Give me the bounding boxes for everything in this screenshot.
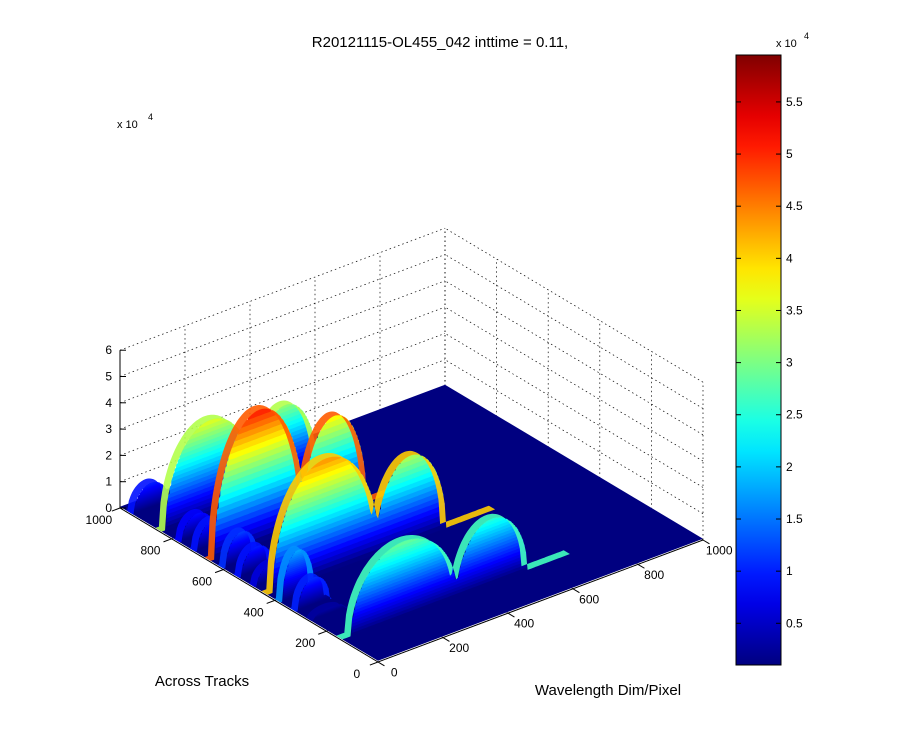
z-tick-label: 4 (105, 396, 112, 410)
y-tick-label: 800 (140, 544, 160, 558)
surface-ridge (173, 508, 216, 543)
x-tick-label: 0 (391, 665, 398, 679)
z-tick-label: 6 (105, 343, 112, 357)
colorbar-tick-label: 1 (786, 564, 793, 578)
x-axis-line (377, 539, 704, 663)
y-tick-label: 200 (295, 636, 315, 650)
surface-ridge (217, 527, 260, 569)
surface-ridge (289, 573, 332, 612)
x-tick-mark (637, 563, 645, 569)
surface-ridge (248, 558, 291, 588)
x-tick-mark (442, 637, 450, 642)
x-tick-label: 400 (514, 617, 534, 631)
grid-line (444, 254, 704, 409)
y-axis-label: Across Tracks (155, 673, 249, 690)
surface-ridge (204, 405, 406, 561)
surface-strip (310, 576, 318, 581)
y-tick-mark (318, 630, 327, 635)
z-tick-label: 5 (105, 370, 112, 384)
grid-line (119, 254, 446, 377)
surface-plot (120, 384, 703, 661)
surface-ridge (305, 601, 348, 621)
surface-ridge (261, 450, 496, 595)
x-tick-label: 600 (579, 592, 599, 606)
z-exponent-label: x 10 (117, 119, 138, 131)
grid-line (119, 280, 446, 404)
tick-labels: 0200400600800100002004006008001000012345… (86, 343, 733, 681)
grid-line (444, 333, 704, 488)
z-exponent-power: 4 (148, 112, 153, 122)
y-tick-mark (111, 507, 121, 512)
grid-line (444, 306, 704, 462)
chart-title: R20121115-OL455_042 inttime = 0.11, (312, 34, 568, 51)
y-tick-label: 600 (192, 575, 212, 589)
colorbar-tick-label: 0.5 (786, 616, 803, 630)
x-tick-mark (572, 588, 580, 594)
grid-line (119, 227, 446, 351)
grid-line (119, 306, 446, 430)
x-tick-mark (702, 539, 710, 545)
y-tick-mark (214, 569, 224, 574)
surface-strip (325, 606, 333, 610)
colorbar-tick-label: 1.5 (786, 512, 803, 526)
x-tick-mark (507, 612, 515, 618)
surface-band (289, 573, 332, 612)
colorbar-ticks: 0.5 1 1.5 2 2.5 3 3.5 4 4.5 5 5.5 (736, 95, 803, 630)
y-tick-label: 0 (354, 667, 361, 681)
grid-line (119, 333, 446, 456)
surface-strip (194, 512, 202, 516)
y-tick-mark (163, 538, 172, 543)
colorbar-exponent-label: x 10 (776, 38, 797, 50)
colorbar-exponent-power: 4 (804, 31, 809, 41)
grid-line (444, 227, 704, 383)
y-tick-mark (266, 599, 275, 604)
surface-ridge (336, 513, 570, 640)
z-tick-label: 3 (105, 422, 112, 436)
surface-band (127, 478, 170, 515)
surface-band (336, 513, 570, 640)
z-tick-label: 1 (105, 475, 112, 489)
surface-band (305, 601, 348, 621)
y-tick-label: 400 (244, 605, 264, 619)
colorbar (735, 54, 782, 666)
y-tick-mark (369, 661, 379, 666)
x-tick-label: 1000 (706, 543, 733, 557)
colorbar-tick-label: 5.5 (786, 95, 803, 109)
grid-line (444, 359, 704, 515)
y-tick-label: 1000 (86, 513, 113, 527)
z-tick-label: 0 (105, 501, 112, 515)
colorbar-tick-label: 2 (786, 460, 793, 474)
surface-ridge (127, 478, 170, 515)
surface-ridge (233, 541, 275, 578)
colorbar-tick-label: 5 (786, 147, 793, 161)
colorbar-tick-label: 4.5 (786, 199, 803, 213)
x-axis-label: Wavelength Dim/Pixel (535, 682, 681, 699)
colorbar-tick-label: 3.5 (786, 303, 803, 317)
colorbar-tick-label: 4 (786, 251, 793, 265)
grid-line (119, 359, 446, 483)
x-tick-label: 200 (449, 641, 469, 655)
x-tick-mark (377, 661, 385, 667)
y-axis-line (119, 507, 379, 663)
surface-ridge (274, 545, 317, 603)
surface-ridge (189, 515, 232, 552)
grid-line (444, 280, 704, 436)
x-tick-label: 800 (644, 568, 664, 582)
colorbar-tick-label: 3 (786, 356, 793, 370)
surface-strip (325, 414, 343, 424)
z-tick-label: 2 (105, 448, 112, 462)
colorbar-tick-label: 2.5 (786, 408, 803, 422)
surface-band (261, 450, 496, 595)
